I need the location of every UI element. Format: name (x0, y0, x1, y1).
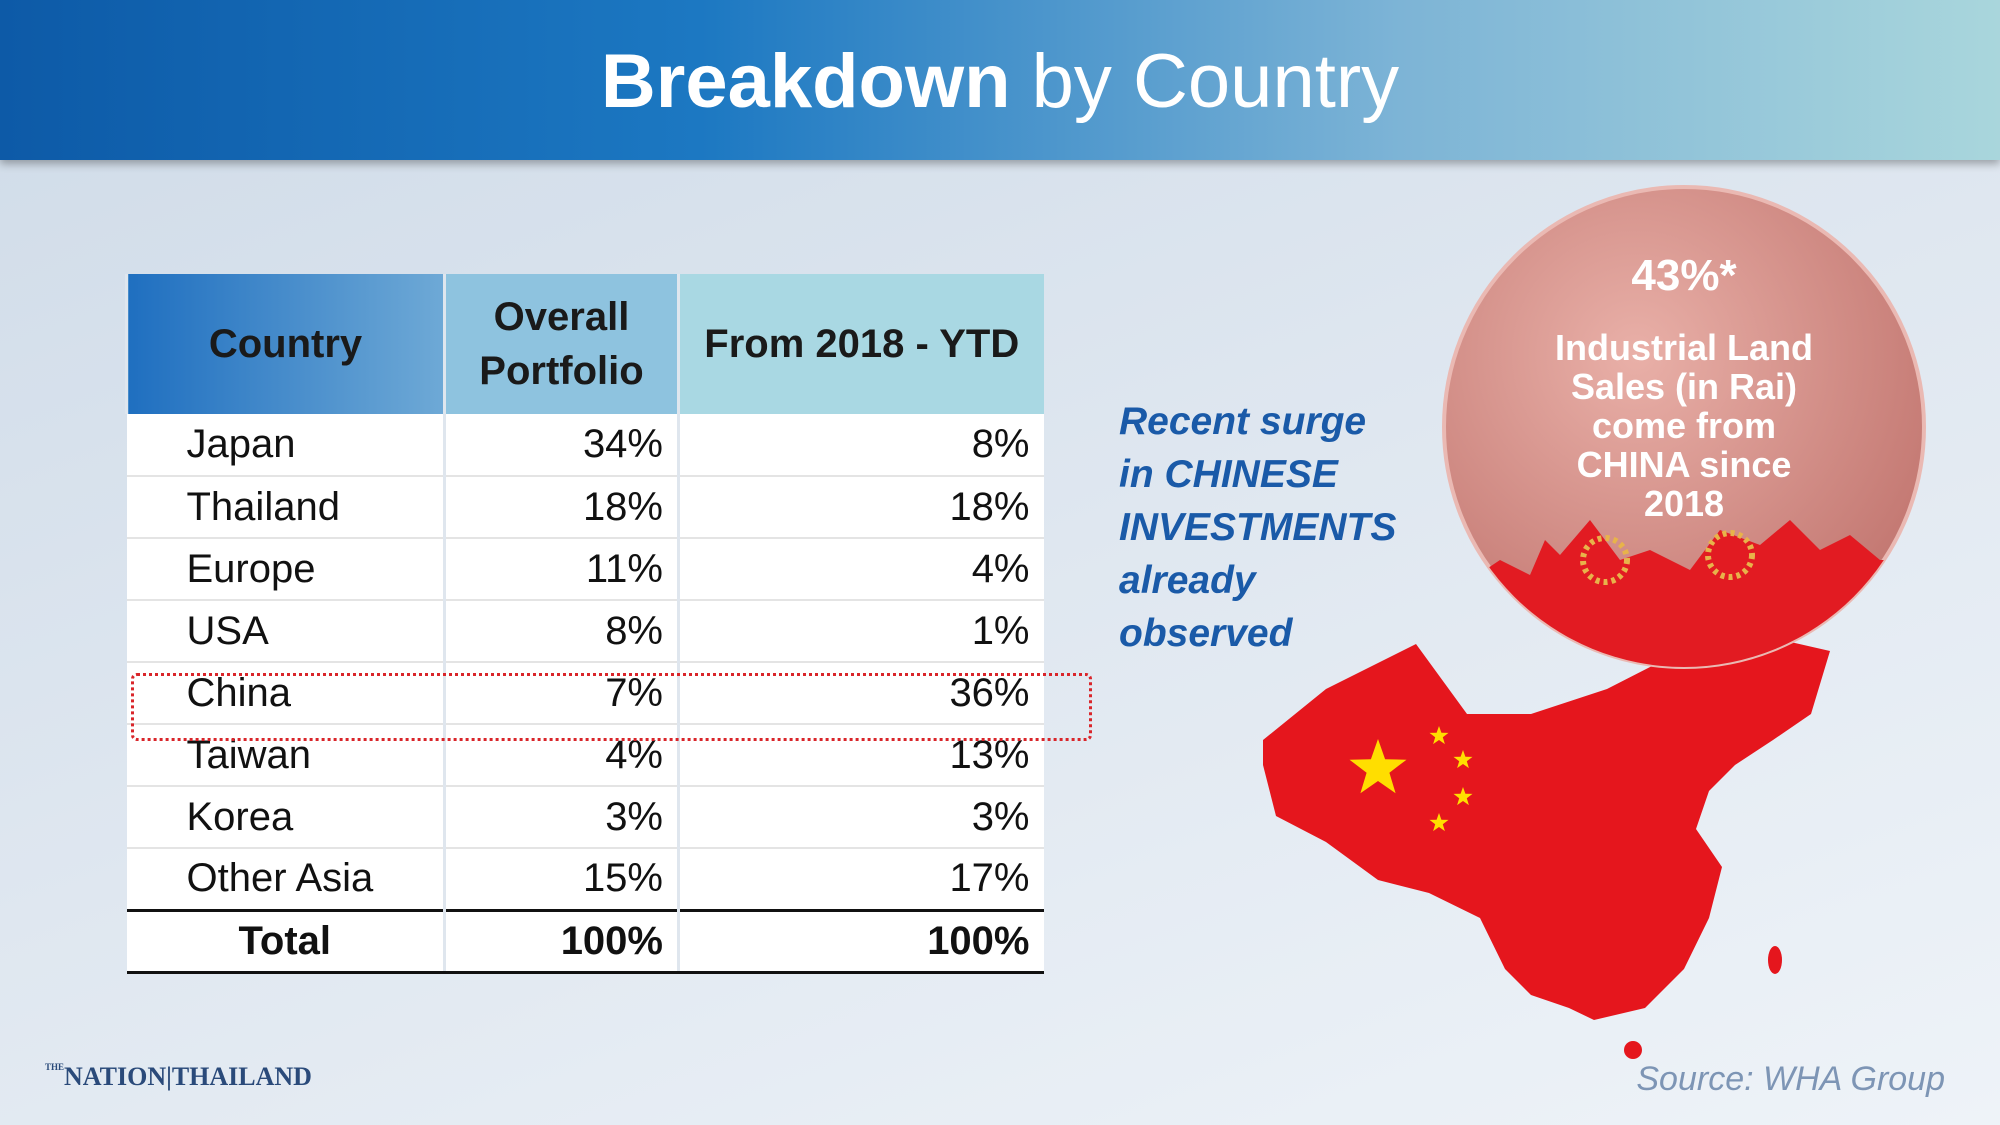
star (1429, 813, 1449, 832)
bubble-value: 43%* (1631, 251, 1737, 300)
callout-line: Recent surge (1119, 400, 1367, 443)
star (1429, 726, 1449, 745)
column-header: Country (125, 274, 445, 414)
table-cell: Other Asia (126, 848, 445, 911)
table-cell: 34% (443, 414, 679, 477)
total-cell: 100% (443, 908, 679, 974)
table-cell: 7% (443, 662, 679, 725)
header-band (0, 0, 2000, 160)
table-row: Japan 34% 8% (126, 414, 1044, 477)
source: Source: WHA Group (1636, 1060, 1945, 1098)
country-table: Country Overall Portfolio From 2018 - YTD J… (125, 274, 1044, 974)
star (1453, 787, 1473, 806)
table-cell: 17% (677, 848, 1044, 911)
table-row: Thailand 18% 18% (126, 476, 1044, 539)
table-cell: 15% (443, 848, 679, 911)
table-cell: 18% (677, 476, 1044, 539)
bubble-line: come from (1592, 405, 1776, 446)
callout-line: observed (1119, 612, 1293, 655)
callout-line: in CHINESE (1119, 453, 1338, 496)
table-row: USA 8% 1% (126, 600, 1044, 663)
table-cell: 8% (677, 414, 1044, 477)
table-cell: Thailand (126, 476, 445, 539)
table-cell: 18% (443, 476, 679, 539)
table-cell: 8% (443, 600, 679, 663)
highlight-box (131, 673, 1092, 741)
total-row: Total 100% 100% (126, 908, 1044, 974)
table-cell: Japan (126, 414, 445, 477)
title-light: by Country (1031, 39, 1400, 124)
table-cell: 36% (677, 662, 1044, 725)
table-cell: 4% (677, 538, 1044, 601)
table-row: Europe 11% 4% (126, 538, 1044, 601)
callout-line: already (1119, 559, 1256, 602)
china-map (1263, 638, 1830, 1059)
table-row: Other Asia 15% 17% (126, 848, 1044, 911)
total-cell: 100% (677, 908, 1044, 974)
bubble-line: CHINA since (1577, 444, 1792, 485)
table-cell: China (126, 662, 445, 725)
title-strong: Breakdown (600, 39, 1011, 124)
total-cell: Total (126, 908, 445, 974)
table-cell: 3% (443, 786, 679, 849)
table-row: China 7% 36% (126, 662, 1044, 725)
star (1349, 739, 1407, 794)
bubble-line: Sales (in Rai) (1571, 366, 1797, 407)
table-cell: 11% (443, 538, 679, 601)
table-cell: Korea (126, 786, 445, 849)
bubble-line: Industrial Land (1555, 327, 1813, 368)
bubble-line: 2018 (1644, 483, 1724, 524)
logo-text: NATION|THAILAND (64, 1062, 312, 1091)
title: Breakdown by Country (0, 38, 2000, 125)
logo-small: THE (45, 1062, 65, 1072)
column-header: From 2018 - YTD (677, 274, 1044, 414)
table-row: Korea 3% 3% (126, 786, 1044, 849)
table-cell: USA (126, 600, 445, 663)
table-cell: Europe (126, 538, 445, 601)
table-cell: 1% (677, 600, 1044, 663)
callout-line: INVESTMENTS (1119, 506, 1397, 549)
logo: THENATION|THAILAND (45, 1062, 312, 1092)
star (1453, 750, 1473, 769)
column-header: Overall Portfolio (443, 274, 679, 414)
table-cell: 3% (677, 786, 1044, 849)
